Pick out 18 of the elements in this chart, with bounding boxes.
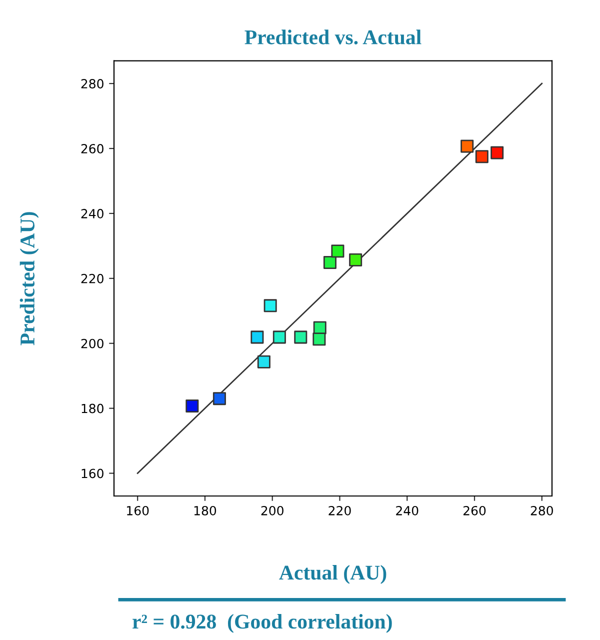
x-tick-label: 240 <box>396 506 418 516</box>
x-tick-label: 160 <box>127 506 149 516</box>
y-tick-label: 180 <box>82 404 104 414</box>
x-tick-label: 180 <box>194 506 216 516</box>
x-tick-label: 280 <box>530 506 553 516</box>
x-tick-label: 260 <box>463 506 486 516</box>
x-tick-label: 200 <box>261 506 284 516</box>
y-tick-label: 160 <box>82 468 104 478</box>
text: r² = 0.928 (Good correlation) <box>132 614 392 633</box>
y-tick-label: 200 <box>81 338 104 348</box>
chart-title: Predicted vs. Actual <box>244 30 422 44</box>
y-tick-label: 220 <box>81 274 104 284</box>
y-tick-label: 260 <box>81 144 104 154</box>
y-tick-label: 280 <box>81 79 104 88</box>
x-tick-label: 220 <box>328 506 351 516</box>
x-axis-title: Actual (AU) <box>279 565 386 584</box>
y-axis-title: Predicted (AU) <box>20 212 39 346</box>
y-tick-label: 240 <box>81 208 104 218</box>
